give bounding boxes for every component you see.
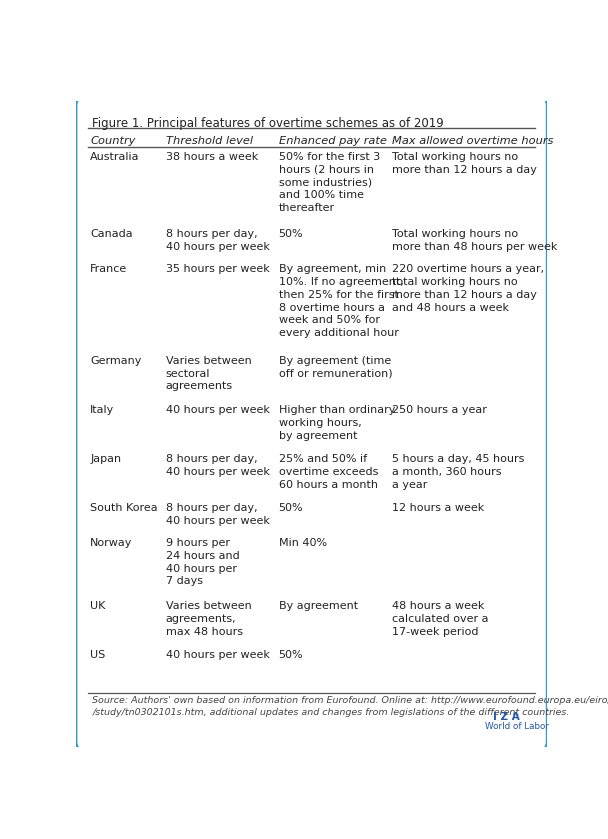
Text: Total working hours no
more than 12 hours a day: Total working hours no more than 12 hour…	[392, 152, 537, 175]
Text: 25% and 50% if
overtime exceeds
60 hours a month: 25% and 50% if overtime exceeds 60 hours…	[278, 454, 378, 490]
Text: US: US	[90, 650, 105, 660]
Text: Australia: Australia	[90, 152, 140, 162]
Text: World of Labor: World of Labor	[485, 722, 549, 731]
Text: 35 hours per week: 35 hours per week	[165, 264, 269, 274]
Text: South Korea: South Korea	[90, 503, 157, 513]
Text: UK: UK	[90, 602, 106, 612]
Text: 8 hours per day,
40 hours per week: 8 hours per day, 40 hours per week	[165, 503, 269, 526]
Text: 9 hours per
24 hours and
40 hours per
7 days: 9 hours per 24 hours and 40 hours per 7 …	[165, 538, 240, 586]
Text: Germany: Germany	[90, 356, 142, 366]
Text: Min 40%: Min 40%	[278, 538, 326, 548]
Text: I Z A: I Z A	[493, 712, 520, 722]
Text: 50%: 50%	[278, 503, 303, 513]
Text: 50%: 50%	[278, 650, 303, 660]
Text: 8 hours per day,
40 hours per week: 8 hours per day, 40 hours per week	[165, 229, 269, 252]
Text: Norway: Norway	[90, 538, 133, 548]
FancyBboxPatch shape	[76, 98, 547, 749]
Text: Figure 1. Principal features of overtime schemes as of 2019: Figure 1. Principal features of overtime…	[92, 117, 444, 130]
Text: Total working hours no
more than 48 hours per week: Total working hours no more than 48 hour…	[392, 229, 557, 252]
Text: 12 hours a week: 12 hours a week	[392, 503, 484, 513]
Text: By agreement (time
off or remuneration): By agreement (time off or remuneration)	[278, 356, 392, 378]
Text: 50%: 50%	[278, 229, 303, 239]
Text: 220 overtime hours a year,
total working hours no
more than 12 hours a day
and 4: 220 overtime hours a year, total working…	[392, 264, 544, 312]
Text: By agreement, min
10%. If no agreement,
then 25% for the first
8 overtime hours : By agreement, min 10%. If no agreement, …	[278, 264, 403, 338]
Text: France: France	[90, 264, 128, 274]
Text: Varies between
sectoral
agreements: Varies between sectoral agreements	[165, 356, 251, 392]
Text: Higher than ordinary
working hours,
by agreement: Higher than ordinary working hours, by a…	[278, 405, 395, 440]
Text: 38 hours a week: 38 hours a week	[165, 152, 258, 162]
Text: 50% for the first 3
hours (2 hours in
some industries)
and 100% time
thereafter: 50% for the first 3 hours (2 hours in so…	[278, 152, 380, 213]
Text: 48 hours a week
calculated over a
17-week period: 48 hours a week calculated over a 17-wee…	[392, 602, 488, 637]
Text: Japan: Japan	[90, 454, 121, 464]
Text: 40 hours per week: 40 hours per week	[165, 650, 269, 660]
Text: 250 hours a year: 250 hours a year	[392, 405, 486, 415]
Text: Varies between
agreements,
max 48 hours: Varies between agreements, max 48 hours	[165, 602, 251, 637]
Text: By agreement: By agreement	[278, 602, 358, 612]
Text: 40 hours per week: 40 hours per week	[165, 405, 269, 415]
Text: Max allowed overtime hours: Max allowed overtime hours	[392, 136, 553, 145]
Text: Italy: Italy	[90, 405, 114, 415]
Text: Enhanced pay rate: Enhanced pay rate	[278, 136, 387, 145]
Text: Country: Country	[90, 136, 136, 145]
Text: Canada: Canada	[90, 229, 133, 239]
Text: Threshold level: Threshold level	[165, 136, 252, 145]
Text: 8 hours per day,
40 hours per week: 8 hours per day, 40 hours per week	[165, 454, 269, 477]
Text: Source: Authors' own based on information from Eurofound. Online at: http://www.: Source: Authors' own based on informatio…	[92, 696, 608, 717]
Text: 5 hours a day, 45 hours
a month, 360 hours
a year: 5 hours a day, 45 hours a month, 360 hou…	[392, 454, 524, 490]
